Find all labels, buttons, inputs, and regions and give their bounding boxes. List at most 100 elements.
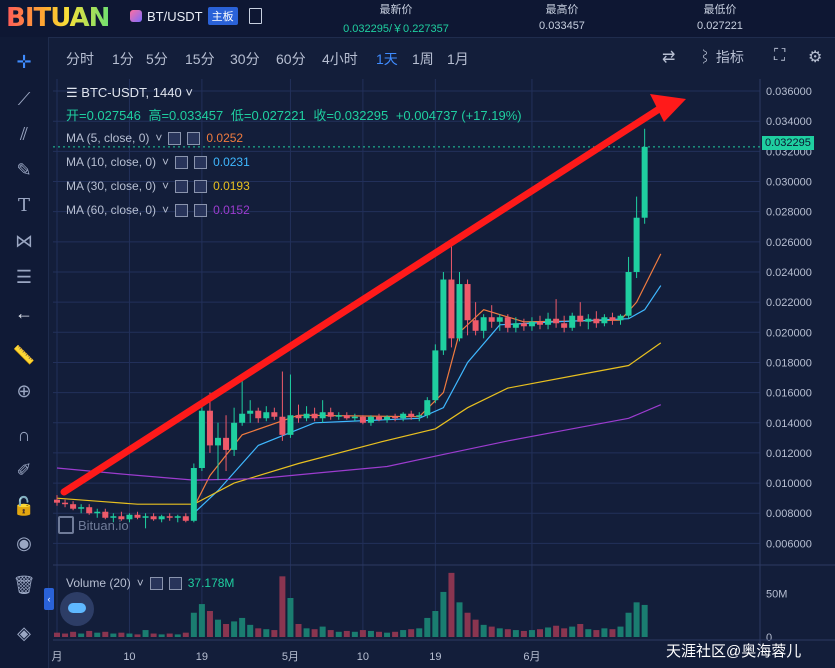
price-tick-label: 0.028000 [766, 207, 812, 219]
eye-icon[interactable] [175, 179, 189, 193]
volume-bar [70, 631, 77, 637]
tab-timeframe[interactable]: 60分 [276, 51, 306, 67]
chevron-down-icon[interactable]: ˅ [162, 203, 170, 217]
indicator-icon: ⌇ [698, 49, 716, 65]
candle-body [255, 410, 262, 419]
volume-label: Volume (20) [66, 576, 131, 590]
stat-low-price: 最低价 0.027221 [697, 4, 743, 32]
tab-timeframe[interactable]: 1月 [447, 51, 469, 67]
volume-bar [569, 626, 576, 637]
candle-body [448, 279, 455, 339]
ma5-legend[interactable]: MA (5, close, 0) ˅ 0.0252 [66, 131, 243, 145]
chevron-down-icon[interactable]: ˅ [155, 131, 163, 145]
volume-bar [456, 602, 463, 637]
close-icon[interactable] [187, 131, 201, 145]
pair-selector[interactable]: BT/USDT 主板 [130, 7, 262, 25]
crosshair-icon[interactable]: ✛ [16, 52, 32, 72]
floating-cloud-button[interactable] [60, 592, 94, 626]
ma10-legend[interactable]: MA (10, close, 0) ˅ 0.0231 [66, 155, 250, 169]
candle-body [134, 514, 141, 518]
fibonacci-icon[interactable]: ☰ [15, 267, 33, 287]
candle-body [601, 317, 608, 324]
indicator-button[interactable]: ⌇ 指标 [698, 47, 744, 67]
layers-icon[interactable]: ◈ [17, 623, 31, 643]
bituan-logo[interactable]: BITUAN [6, 3, 110, 33]
channel-icon[interactable]: ⫽ [19, 124, 29, 144]
tab-timeframe[interactable]: 4小时 [322, 51, 358, 67]
ma5-value: 0.0252 [206, 131, 244, 145]
price-axis: 0.0360000.0340000.0320000.0300000.028000… [766, 86, 812, 550]
tab-timeframe[interactable]: 分时 [66, 51, 94, 67]
volume-bar [545, 627, 552, 637]
close-icon[interactable] [194, 203, 208, 217]
tab-timeframe[interactable]: 1周 [412, 51, 434, 67]
magnet-icon[interactable]: ∩ [17, 425, 31, 445]
time-tick-label: 19 [196, 651, 208, 663]
tab-timeframe[interactable]: 1分 [112, 51, 134, 67]
chevron-down-icon[interactable]: ˅ [181, 85, 193, 100]
eye-icon[interactable] [175, 203, 189, 217]
eye-icon[interactable] [175, 155, 189, 169]
candle-body [311, 413, 318, 419]
close-icon[interactable] [194, 179, 208, 193]
tab-timeframe[interactable]: 15分 [185, 51, 215, 67]
brush-icon[interactable]: ✎ [16, 160, 32, 180]
chevron-down-icon[interactable]: ˅ [136, 576, 144, 590]
zoom-in-icon[interactable]: ⊕ [16, 381, 32, 401]
candle-body [271, 412, 278, 417]
tab-timeframe[interactable]: 5分 [146, 51, 168, 67]
pattern-icon[interactable]: ⋈ [15, 231, 33, 251]
eye-icon[interactable]: ◉ [16, 533, 32, 553]
candle-body [577, 315, 584, 322]
chevron-down-icon[interactable]: ˅ [162, 155, 170, 169]
candle-body [440, 279, 447, 351]
eye-icon[interactable] [168, 131, 182, 145]
volume-legend[interactable]: Volume (20) ˅ 37.178M [66, 576, 234, 590]
ma30-legend[interactable]: MA (30, close, 0) ˅ 0.0193 [66, 179, 250, 193]
ma60-value: 0.0152 [213, 203, 250, 217]
volume-tick-label: 50M [766, 589, 787, 601]
price-tick-label: 0.006000 [766, 538, 812, 550]
back-arrow-icon[interactable]: ← [15, 303, 33, 323]
price-tick-label: 0.022000 [766, 297, 812, 309]
lock-icon[interactable]: 🔓 [12, 496, 36, 516]
candle-body [279, 416, 286, 435]
document-icon[interactable] [248, 8, 262, 24]
trash-icon[interactable]: 🗑 [12, 575, 36, 595]
compare-icon[interactable]: ⇄ [662, 49, 676, 66]
tab-timeframe[interactable]: 30分 [230, 51, 260, 67]
collapse-panel-button[interactable]: ‹ [44, 588, 54, 610]
close-icon[interactable] [168, 576, 182, 590]
text-tool-icon[interactable]: T [17, 195, 30, 216]
volume-bar [78, 633, 85, 637]
collapse-legend-icon[interactable]: ☰ [66, 85, 82, 100]
time-tick-label: 19 [429, 651, 441, 663]
ruler-icon[interactable]: 📏 [12, 345, 36, 365]
ma60-label: MA (60, close, 0) [66, 203, 157, 217]
pair-label[interactable]: BT/USDT [147, 8, 203, 24]
fullscreen-icon[interactable]: ⛶ [774, 47, 786, 64]
close-icon[interactable] [194, 155, 208, 169]
chevron-down-icon[interactable]: ˅ [162, 179, 170, 193]
candle-body [641, 146, 648, 218]
eye-icon[interactable] [149, 576, 163, 590]
candle-body [174, 516, 181, 518]
lock-drawing-icon[interactable]: ✐ [16, 460, 32, 480]
tab-timeframe-active[interactable]: 1天 [376, 51, 398, 67]
candle-body [561, 323, 568, 328]
volume-bar [223, 624, 230, 637]
trend-line-icon[interactable]: ⟋ [17, 89, 31, 109]
settings-icon[interactable]: ⚙ [808, 49, 823, 66]
volume-bar [376, 631, 382, 637]
candle-body [150, 516, 157, 520]
volume-bar [416, 628, 423, 637]
volume-bar [512, 630, 519, 637]
ma60-legend[interactable]: MA (60, close, 0) ˅ 0.0152 [66, 203, 250, 217]
volume-bar [198, 604, 205, 637]
candle-body [118, 516, 125, 520]
candle-body [303, 413, 310, 419]
time-axis: 月 10 19 5月 10 19 6月 [52, 639, 835, 663]
candle-body [456, 284, 463, 339]
volume-bar [488, 626, 495, 637]
